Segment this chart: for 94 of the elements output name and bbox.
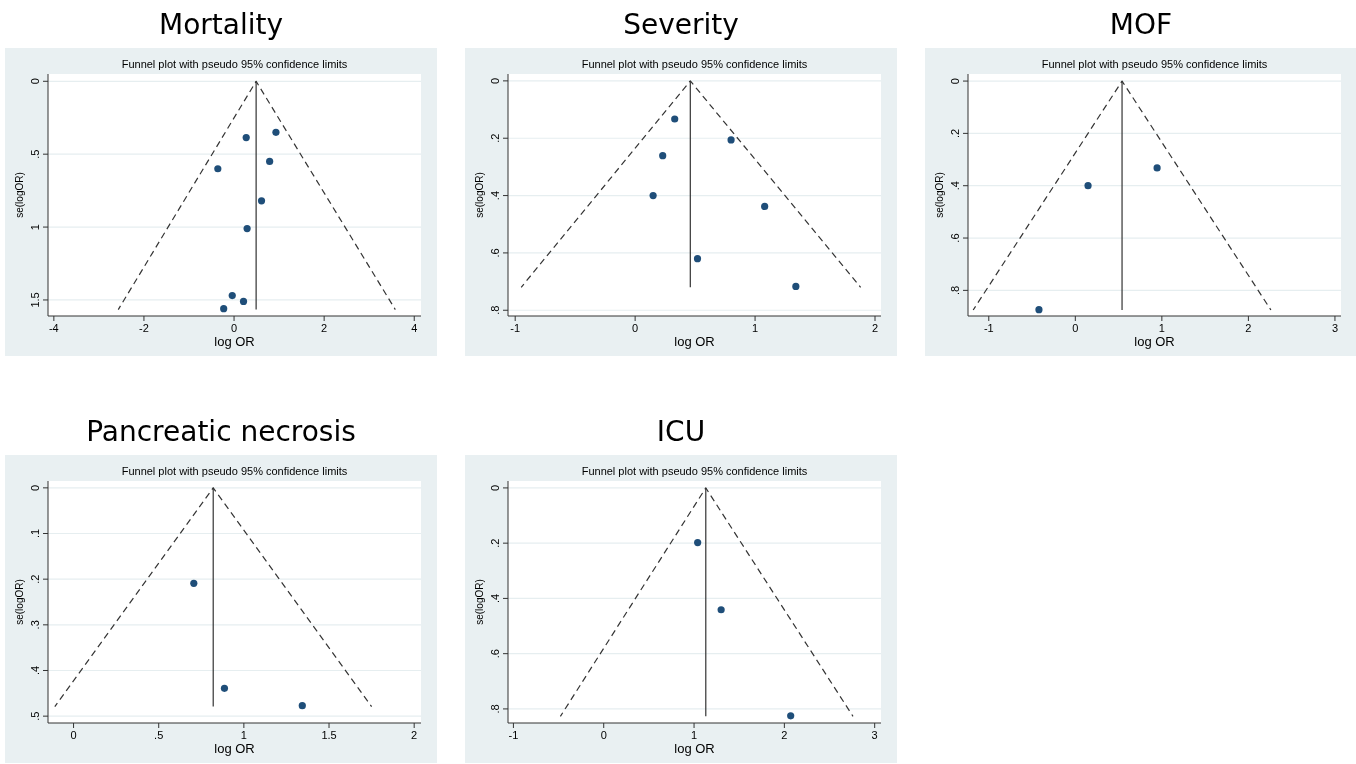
x-tick-label: 3: [1331, 322, 1338, 334]
y-tick-label: 1.5: [29, 292, 41, 308]
x-tick-label: 1: [1158, 322, 1165, 334]
point: [761, 202, 769, 211]
y-tick-label: .1: [29, 528, 41, 539]
y-axis-title: se(logOR): [474, 579, 485, 625]
y-tick-label: .8: [949, 285, 961, 295]
y-tick-label: .8: [489, 305, 501, 315]
x-tick-label: 2: [1245, 322, 1252, 334]
point: [1153, 164, 1161, 172]
y-tick-label: .6: [489, 649, 501, 659]
chart-subtitle: Funnel plot with pseudo 95% confidence limits: [1041, 58, 1268, 70]
point: [266, 157, 274, 166]
y-tick-label: .2: [489, 538, 501, 548]
point: [1035, 306, 1043, 314]
x-tick-label: -4: [48, 322, 59, 334]
point: [272, 128, 280, 136]
y-tick-label: .4: [489, 190, 501, 201]
chart-title: Pancreatic necrosis: [86, 415, 356, 448]
x-axis-title: log OR: [674, 741, 715, 756]
y-tick-label: .2: [949, 128, 961, 138]
y-axis-title: se(logOR): [14, 172, 25, 218]
chart-title: MOF: [1109, 8, 1173, 41]
x-tick-label: 1: [752, 322, 759, 334]
y-axis-title: se(logOR): [14, 579, 25, 625]
y-tick-label: .4: [29, 665, 41, 676]
point: [792, 282, 800, 291]
y-tick-label: 0: [29, 484, 41, 491]
point: [214, 165, 222, 173]
x-axis-title: log OR: [674, 334, 715, 349]
chart-title: Mortality: [158, 8, 284, 41]
point: [717, 606, 725, 614]
chart-title: ICU: [656, 415, 706, 448]
x-tick-label: .5: [154, 729, 164, 741]
x-axis-title: log OR: [214, 741, 255, 756]
y-tick-label: .4: [489, 593, 501, 603]
point: [727, 136, 735, 144]
point: [659, 152, 667, 160]
point: [257, 197, 266, 205]
x-tick-label: 1: [690, 729, 698, 741]
point: [694, 539, 702, 547]
x-tick-label: 0: [600, 729, 607, 741]
y-tick-label: 1: [29, 224, 41, 231]
x-axis-title: log OR: [214, 334, 255, 349]
point: [671, 115, 679, 123]
x-tick-label: 0: [70, 729, 77, 741]
x-tick-label: 1: [240, 729, 247, 741]
x-tick-label: 0: [1072, 322, 1079, 334]
y-tick-label: .5: [29, 149, 41, 159]
y-axis-title: se(logOR): [934, 172, 945, 218]
chart-subtitle: Funnel plot with pseudo 95% confidence limits: [121, 465, 348, 477]
y-tick-label: .8: [489, 704, 501, 714]
y-tick-label: 0: [949, 78, 961, 85]
x-tick-label: 0: [632, 322, 639, 334]
chart-title: Severity: [623, 8, 739, 41]
y-tick-label: .2: [489, 133, 501, 143]
y-tick-label: .6: [949, 233, 961, 243]
y-tick-label: .4: [949, 181, 961, 191]
y-tick-label: .3: [29, 620, 41, 630]
point: [1084, 182, 1092, 190]
y-tick-label: .6: [489, 248, 501, 258]
x-tick-label: 3: [871, 729, 878, 741]
y-tick-label: .5: [29, 711, 41, 721]
point: [242, 133, 250, 142]
y-axis-title: se(logOR): [474, 172, 485, 218]
point: [649, 191, 657, 200]
x-tick-label: -1: [508, 729, 519, 741]
point: [220, 684, 229, 692]
point: [239, 297, 248, 306]
y-tick-label: 0: [489, 77, 501, 84]
x-tick-label: -1: [983, 322, 994, 334]
point: [243, 224, 251, 233]
x-tick-label: 2: [781, 729, 788, 741]
point: [693, 255, 702, 263]
x-tick-label: -2: [139, 322, 149, 334]
x-tick-label: 2: [871, 322, 879, 334]
point: [220, 305, 228, 313]
point: [190, 579, 198, 587]
x-tick-label: 1.5: [321, 729, 337, 741]
x-tick-label: 4: [411, 322, 418, 334]
x-tick-label: 2: [321, 322, 328, 334]
point: [787, 712, 795, 720]
x-axis-title: log OR: [1134, 334, 1175, 349]
point: [228, 291, 236, 300]
chart-subtitle: Funnel plot with pseudo 95% confidence limits: [581, 58, 808, 70]
y-tick-label: 0: [29, 78, 41, 85]
chart-subtitle: Funnel plot with pseudo 95% confidence limits: [121, 58, 348, 70]
x-tick-label: -1: [510, 322, 521, 334]
x-tick-label: 0: [230, 322, 238, 334]
x-tick-label: 2: [411, 729, 418, 741]
chart-subtitle: Funnel plot with pseudo 95% confidence limits: [581, 465, 808, 477]
point: [298, 702, 306, 710]
y-tick-label: .2: [29, 574, 41, 584]
y-tick-label: 0: [489, 484, 501, 491]
